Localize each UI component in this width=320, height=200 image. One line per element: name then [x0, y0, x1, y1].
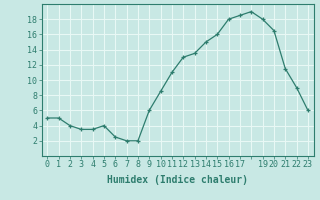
- X-axis label: Humidex (Indice chaleur): Humidex (Indice chaleur): [107, 175, 248, 185]
